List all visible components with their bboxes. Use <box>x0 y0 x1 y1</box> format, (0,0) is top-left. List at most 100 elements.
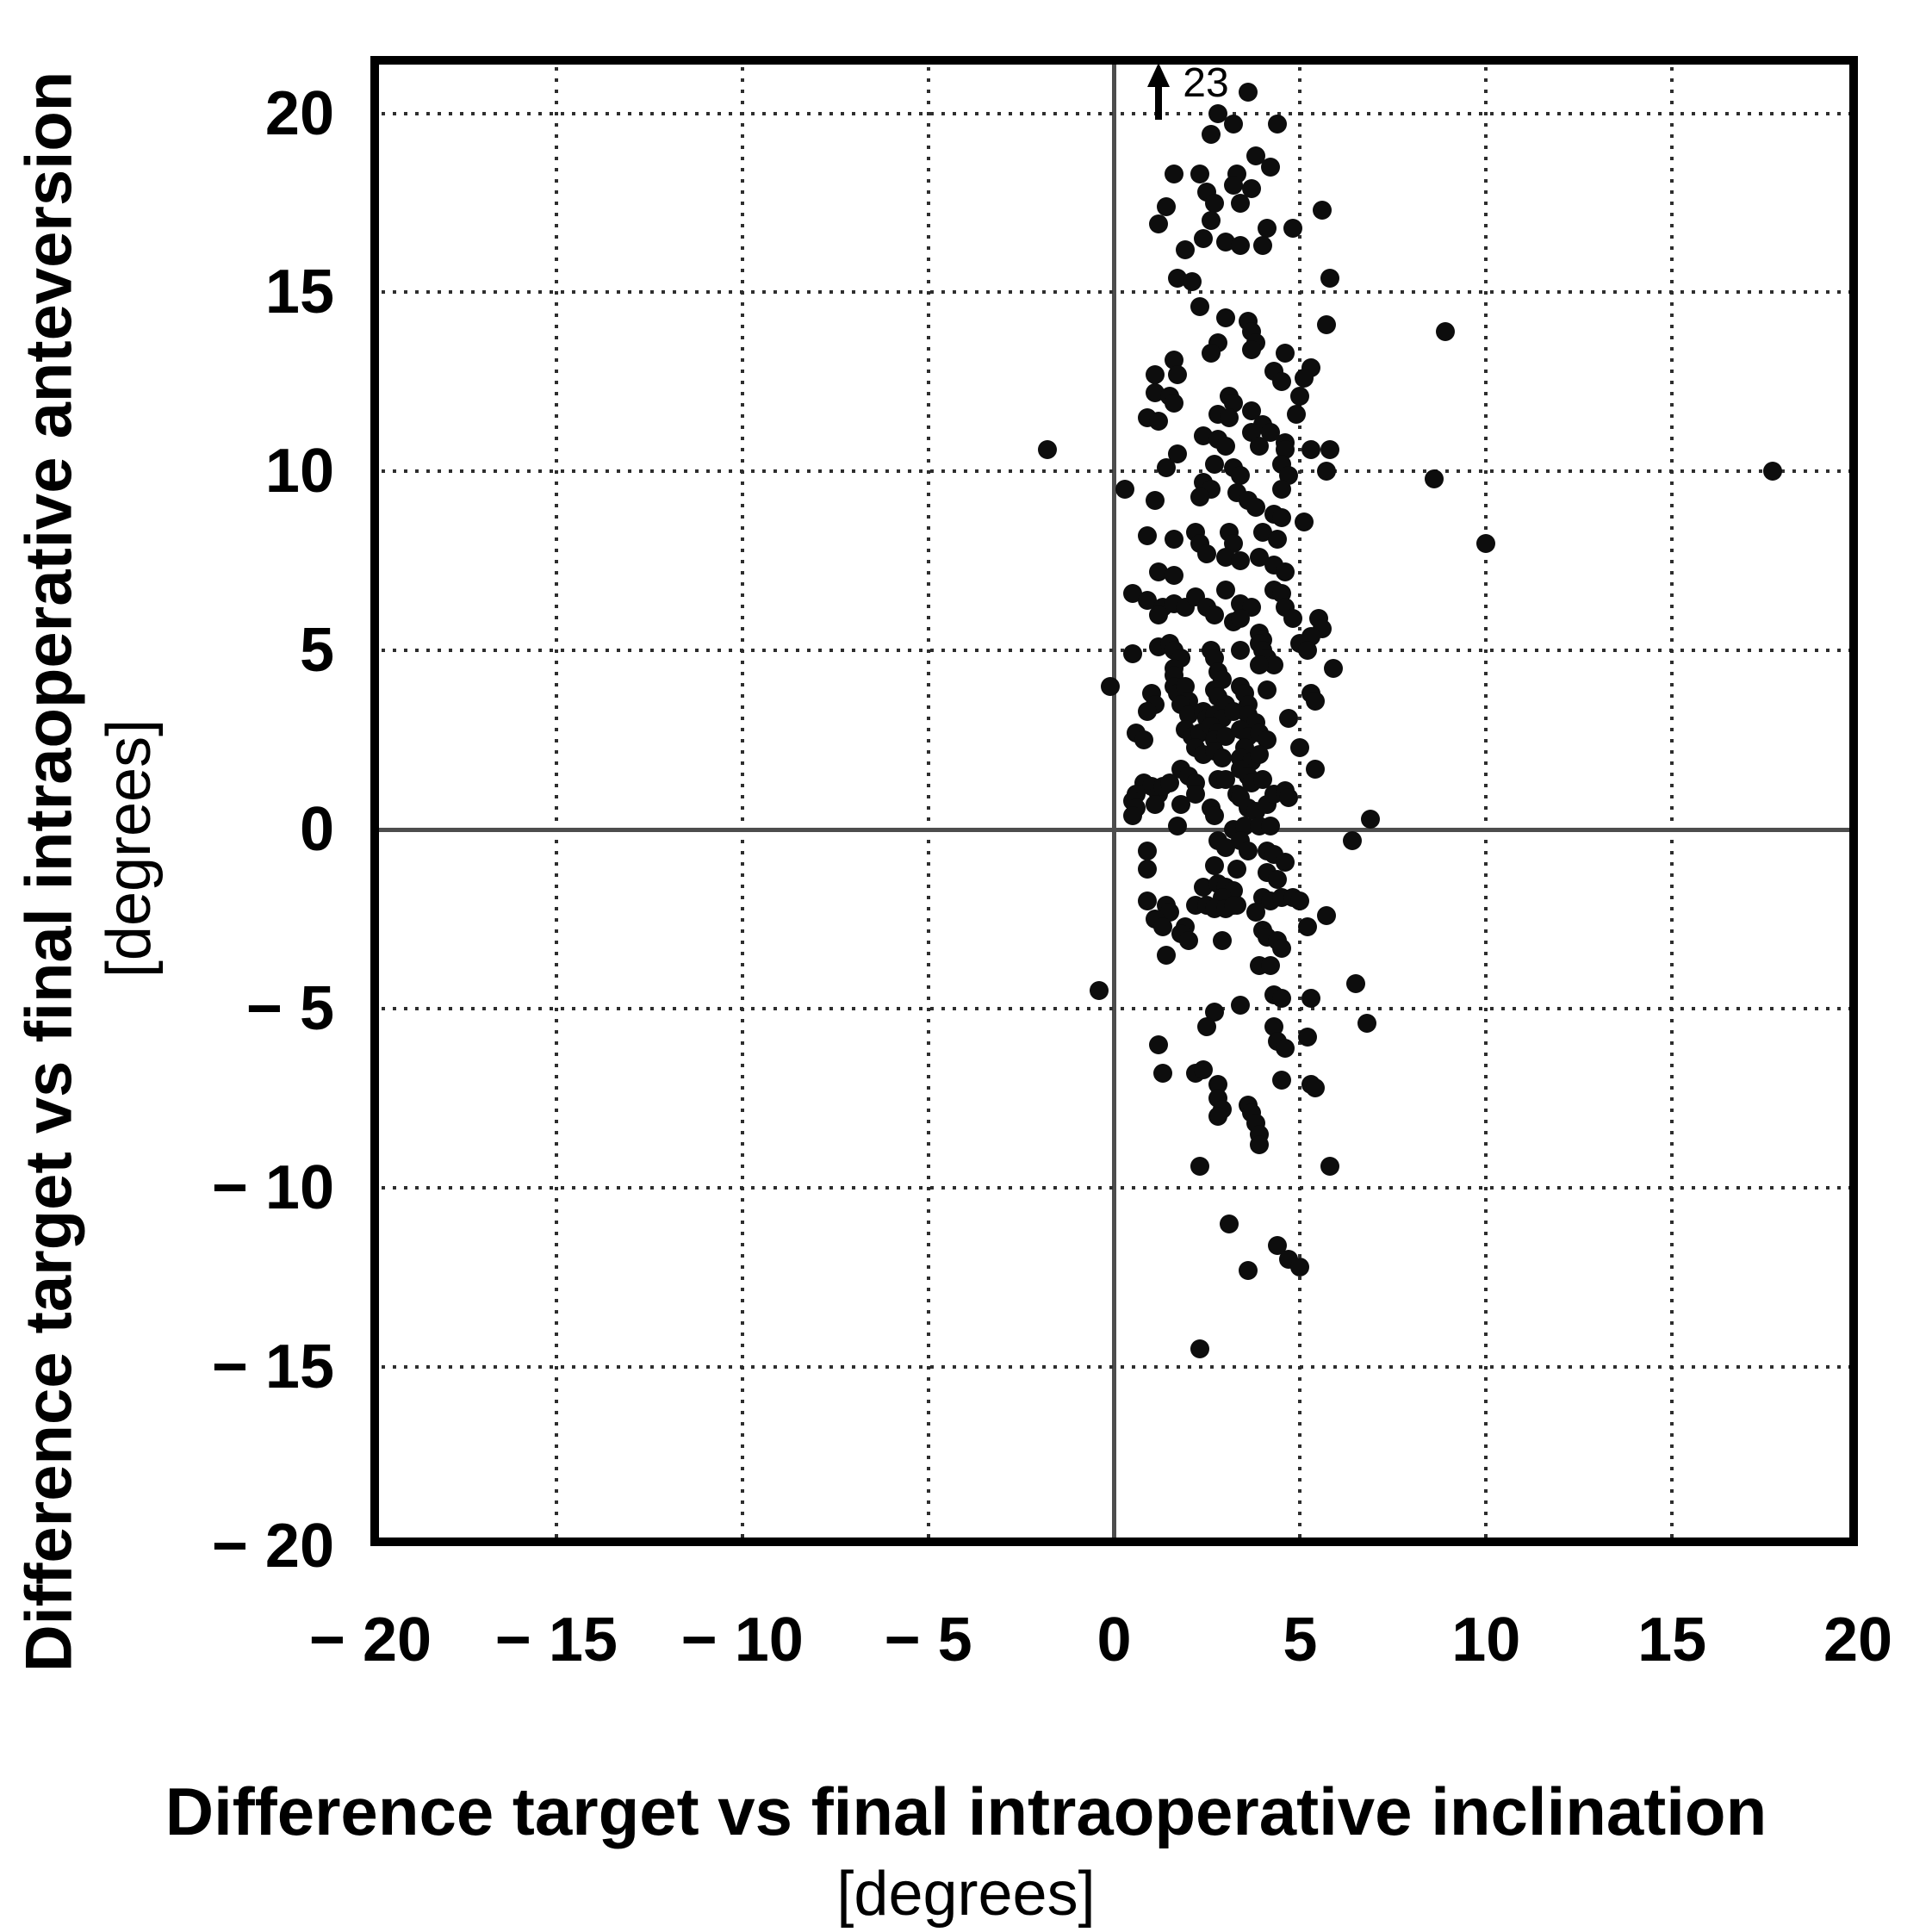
data-point <box>1361 809 1381 829</box>
data-point <box>1231 608 1251 628</box>
data-point <box>1190 1157 1209 1177</box>
x-axis-title: Difference target vs final intraoperativ… <box>165 1774 1767 1849</box>
data-point <box>1249 1135 1269 1155</box>
gridline-vertical-5 <box>1298 56 1302 1546</box>
data-point <box>1164 566 1183 585</box>
data-point <box>1313 200 1333 220</box>
data-point <box>1138 891 1158 911</box>
gridline-horizontal-20 <box>370 111 1858 115</box>
data-point <box>1216 727 1236 747</box>
data-point <box>1253 523 1273 543</box>
data-point <box>1223 895 1243 915</box>
y-tick-label-5: 5 <box>299 616 334 686</box>
data-point <box>1197 544 1217 564</box>
data-point <box>1205 193 1225 213</box>
data-point <box>1260 157 1280 177</box>
data-point <box>1156 945 1176 965</box>
data-point <box>1260 956 1280 976</box>
data-point <box>1090 981 1109 1001</box>
data-point <box>1271 372 1291 392</box>
data-point <box>1145 365 1165 385</box>
data-point <box>1190 1339 1209 1359</box>
data-point <box>1324 659 1344 679</box>
data-point <box>1268 530 1288 550</box>
data-point <box>1268 870 1288 890</box>
offscale-value-label: 23 <box>1183 60 1229 106</box>
data-point <box>1320 440 1339 460</box>
data-point <box>1231 641 1251 661</box>
data-point <box>1152 1064 1172 1084</box>
y-tick-label-15: 15 <box>264 258 334 327</box>
data-point <box>1194 229 1214 249</box>
data-point <box>1160 902 1180 922</box>
data-point <box>1216 233 1236 252</box>
gridline-vertical-10 <box>1484 56 1488 1546</box>
data-point <box>1268 115 1288 134</box>
data-point <box>1220 408 1239 428</box>
data-point <box>1145 382 1165 402</box>
data-point <box>1205 455 1225 475</box>
data-point <box>1167 444 1187 463</box>
y-tick-label--15: − 15 <box>211 1333 334 1402</box>
data-point <box>1216 437 1236 457</box>
data-point <box>1208 1074 1228 1094</box>
gridline-vertical--15 <box>554 56 558 1546</box>
data-point <box>1298 641 1317 661</box>
data-point <box>1301 440 1321 460</box>
data-point <box>1216 770 1236 790</box>
data-point <box>1123 644 1143 664</box>
data-point <box>1149 412 1169 432</box>
data-point <box>1208 1106 1228 1126</box>
data-point <box>1316 462 1336 481</box>
y-axis-title: Difference target vs final intraoperativ… <box>12 71 86 1673</box>
data-point <box>1164 530 1183 550</box>
data-point <box>1194 1059 1214 1079</box>
x-tick-label-10: 10 <box>1451 1606 1521 1674</box>
data-point <box>1346 974 1366 994</box>
data-point <box>1223 394 1243 413</box>
data-point <box>1205 805 1225 825</box>
x-tick-label-20: 20 <box>1823 1606 1893 1674</box>
data-point <box>1257 218 1277 238</box>
data-point <box>1205 855 1225 875</box>
data-point <box>1167 365 1187 385</box>
gridline-vertical--10 <box>740 56 744 1546</box>
data-point <box>1276 852 1295 872</box>
data-point <box>1227 860 1246 879</box>
data-point <box>1190 165 1209 184</box>
data-point <box>1149 1034 1169 1054</box>
data-point <box>1216 308 1236 327</box>
y-tick-label-10: 10 <box>264 437 334 506</box>
data-point <box>1257 730 1277 750</box>
data-point <box>1201 125 1221 145</box>
data-point <box>1201 211 1221 231</box>
x-zero-line <box>1112 56 1116 1546</box>
data-point <box>1290 387 1310 407</box>
data-point <box>1149 562 1169 581</box>
data-point <box>1223 702 1243 722</box>
data-point <box>1167 817 1187 836</box>
data-point <box>1175 676 1195 696</box>
data-point <box>1145 795 1165 815</box>
data-point <box>1357 1013 1377 1033</box>
data-point <box>1190 297 1209 317</box>
data-point <box>1194 877 1214 897</box>
data-point <box>1279 709 1299 729</box>
y-zero-line <box>370 827 1858 832</box>
x-tick-label-5: 5 <box>1283 1606 1318 1674</box>
data-point <box>1216 548 1236 568</box>
data-point <box>1171 795 1191 815</box>
data-point <box>1320 268 1339 288</box>
data-point <box>1231 996 1251 1016</box>
data-point <box>1190 487 1209 506</box>
data-point <box>1242 401 1262 420</box>
data-point <box>1138 591 1158 611</box>
data-point <box>1175 239 1195 259</box>
data-point <box>1264 1016 1284 1036</box>
data-point <box>1223 533 1243 553</box>
data-point <box>1167 268 1187 288</box>
data-point <box>1290 1257 1310 1277</box>
data-point <box>1238 842 1258 861</box>
data-point <box>1283 608 1302 628</box>
